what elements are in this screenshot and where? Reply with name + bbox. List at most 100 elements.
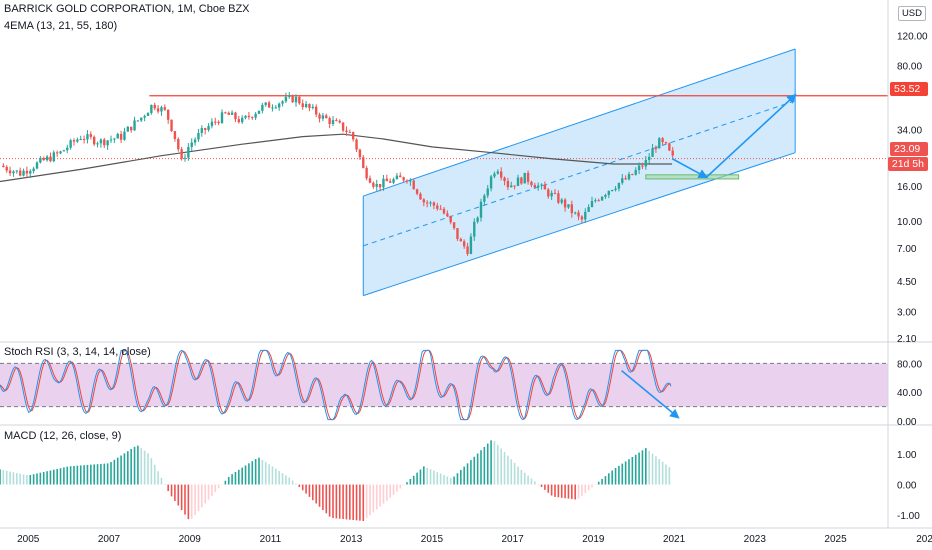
candle-up xyxy=(277,103,281,108)
price-pane[interactable] xyxy=(0,48,888,297)
macd-bar-negative xyxy=(389,484,391,498)
macd-bar-positive xyxy=(460,469,462,485)
candle-down xyxy=(214,121,217,123)
macd-bar-positive xyxy=(510,459,513,485)
stoch-k-line xyxy=(0,349,672,421)
macd-pane[interactable] xyxy=(0,440,671,521)
candle-up xyxy=(284,96,288,102)
macd-bar-positive xyxy=(406,482,408,485)
time-tick-label: 2025 xyxy=(824,534,847,545)
candle-down xyxy=(103,139,106,146)
support-zone xyxy=(645,174,740,180)
macd-bar-negative xyxy=(308,484,311,497)
macd-bar-negative xyxy=(325,484,328,514)
candle-up xyxy=(594,200,597,202)
macd-bar-positive xyxy=(0,469,1,485)
macd-bar-negative xyxy=(359,484,361,521)
macd-bar-positive xyxy=(9,471,11,485)
candle-up xyxy=(257,110,261,114)
macd-bar-negative xyxy=(217,484,220,489)
macd-bar-positive xyxy=(224,480,227,485)
macd-bar-negative xyxy=(352,484,354,521)
candle-down xyxy=(419,193,422,200)
candle-up xyxy=(143,115,146,118)
currency-label[interactable]: USD xyxy=(897,6,926,21)
candle-up xyxy=(109,139,113,141)
time-tick-label: 2017 xyxy=(501,534,524,545)
candle-down xyxy=(227,112,230,115)
candle-down xyxy=(351,132,355,140)
macd-bar-positive xyxy=(73,465,75,485)
macd-bar-positive xyxy=(436,472,439,485)
macd-bar-negative xyxy=(194,484,196,515)
time-tick-label: 2007 xyxy=(98,534,121,545)
macd-bar-negative xyxy=(332,484,334,519)
macd-bar-positive xyxy=(433,470,435,485)
candle-up xyxy=(610,189,614,191)
macd-bar-positive xyxy=(160,477,163,485)
macd-bar-negative xyxy=(345,484,348,520)
macd-bar-positive xyxy=(476,453,479,485)
macd-bar-positive xyxy=(116,457,119,485)
candle-down xyxy=(402,177,405,181)
macd-bar-positive xyxy=(429,469,432,485)
candle-up xyxy=(69,140,72,148)
macd-bar-positive xyxy=(59,468,62,485)
candle-up xyxy=(254,113,257,118)
macd-bar-positive xyxy=(140,448,143,485)
macd-bar-positive xyxy=(597,481,600,485)
macd-bar-negative xyxy=(167,484,169,492)
candle-down xyxy=(641,165,644,167)
price-tick-label: 10.00 xyxy=(897,217,922,228)
macd-bar-negative xyxy=(372,484,375,513)
macd-bar-positive xyxy=(268,464,270,485)
macd-bar-negative xyxy=(322,484,324,511)
macd-bar-positive xyxy=(56,468,58,485)
macd-bar-positive xyxy=(90,464,92,485)
candle-down xyxy=(153,104,156,109)
candle-up xyxy=(567,204,570,208)
macd-bar-negative xyxy=(204,484,206,504)
stoch-rsi-pane[interactable] xyxy=(0,349,888,421)
price-tick-label: 2.10 xyxy=(897,334,917,345)
macd-bar-positive xyxy=(446,476,449,485)
candle-up xyxy=(150,104,153,113)
macd-bar-negative xyxy=(312,484,314,501)
macd-bar-positive xyxy=(238,469,240,485)
macd-bar-positive xyxy=(275,468,277,485)
time-tick-label: 2015 xyxy=(421,534,444,545)
candle-up xyxy=(160,107,163,112)
candle-up xyxy=(230,112,234,115)
candle-down xyxy=(166,109,170,120)
candle-down xyxy=(449,216,452,223)
candle-up xyxy=(489,176,493,189)
candle-up xyxy=(382,178,385,188)
macd-bar-negative xyxy=(301,484,304,491)
macd-bar-positive xyxy=(281,473,284,485)
candle-down xyxy=(597,200,600,202)
macd-bar-positive xyxy=(288,477,291,485)
macd-bar-negative xyxy=(550,484,553,496)
candle-up xyxy=(523,172,526,184)
macd-bar-positive xyxy=(46,471,48,485)
macd-bar-negative xyxy=(396,484,398,492)
candle-up xyxy=(573,212,577,214)
macd-bar-positive xyxy=(5,470,8,485)
candle-up xyxy=(22,170,25,176)
candle-down xyxy=(251,117,254,119)
macd-bar-positive xyxy=(527,475,529,485)
candle-up xyxy=(32,168,35,172)
macd-bar-positive xyxy=(416,472,418,485)
macd-bar-positive xyxy=(251,461,254,485)
macd-bar-positive xyxy=(103,463,106,485)
macd-bar-positive xyxy=(285,475,287,485)
candle-down xyxy=(526,172,530,182)
candle-up xyxy=(264,102,267,105)
time-tick-label: 2011 xyxy=(260,534,282,545)
macd-bar-positive xyxy=(16,472,18,485)
candle-down xyxy=(506,180,510,188)
macd-bar-positive xyxy=(36,473,38,485)
candle-up xyxy=(96,143,99,145)
